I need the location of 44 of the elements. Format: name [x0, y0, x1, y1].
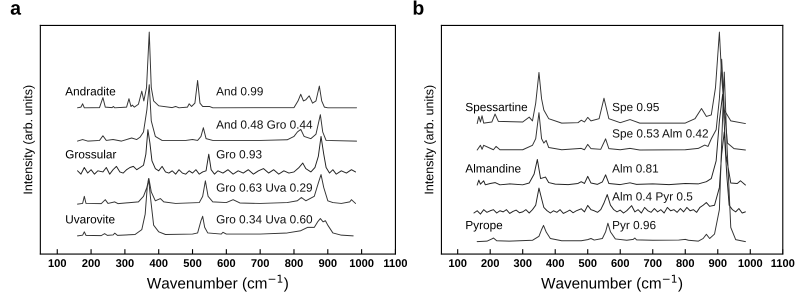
x-tick-label: 800 [676, 259, 694, 268]
series-label: Gro 0.34 Uva 0.60 [216, 215, 312, 224]
chart-title: b [414, 0, 424, 15]
x-tick-label: 200 [481, 259, 500, 268]
x-tick-label: 100 [48, 259, 66, 268]
series-label: Gro 0.63 Uva 0.29 [216, 183, 312, 192]
x-tick-label: 900 [708, 259, 727, 268]
x-tick-label: 700 [251, 259, 269, 268]
annotation: Almandine [465, 164, 521, 173]
series-label: Pyr 0.96 [613, 220, 656, 232]
x-tick-label: 600 [611, 259, 630, 268]
x-tick-label: 1000 [350, 259, 374, 268]
series-label: And 0.99 [216, 86, 263, 96]
x-tick-label: 800 [285, 259, 303, 268]
annotation: Spessartine [466, 102, 528, 114]
annotation: Uvarovite [66, 214, 115, 224]
x-tick-label: 400 [546, 259, 564, 268]
x-tick-label: 700 [644, 259, 662, 268]
series-label: Gro 0.93 [216, 150, 262, 158]
x-axis-title: Wavenumber (cm$^{−1}$) [541, 274, 682, 292]
series-label: Alm 0.4 Pyr 0.5 [612, 192, 692, 203]
x-tick-label: 400 [150, 259, 168, 268]
series-label: Alm 0.81 [612, 164, 658, 173]
x-tick-label: 500 [184, 259, 202, 268]
y-axis-title: Intensity (arb. units) [424, 86, 436, 194]
series-label: Spe 0.53 Alm 0.42 [612, 128, 708, 140]
y-axis-title: Intensity (arb. units) [23, 86, 35, 194]
annotation: Grossular [66, 150, 116, 158]
x-tick-label: 100 [449, 259, 466, 268]
x-tick-label: 1100 [771, 259, 794, 268]
chart-title: a [10, 4, 22, 15]
x-tick-label: 200 [82, 259, 100, 268]
x-tick-label: 1000 [738, 259, 762, 268]
x-tick-label: 300 [514, 259, 532, 268]
annotation: Andradite [65, 86, 116, 96]
x-tick-label: 600 [217, 259, 236, 268]
x-tick-label: 1100 [384, 259, 408, 268]
series-label: Spe 0.95 [612, 102, 659, 114]
x-axis-title: Wavenumber (cm$^{−1}$) [146, 274, 288, 292]
x-tick-label: 500 [578, 259, 597, 268]
x-tick-label: 900 [318, 259, 337, 268]
x-tick-label: 300 [116, 259, 134, 268]
annotation: Pyrope [466, 221, 502, 232]
series-label: And 0.48 Gro 0.44 [216, 120, 312, 129]
